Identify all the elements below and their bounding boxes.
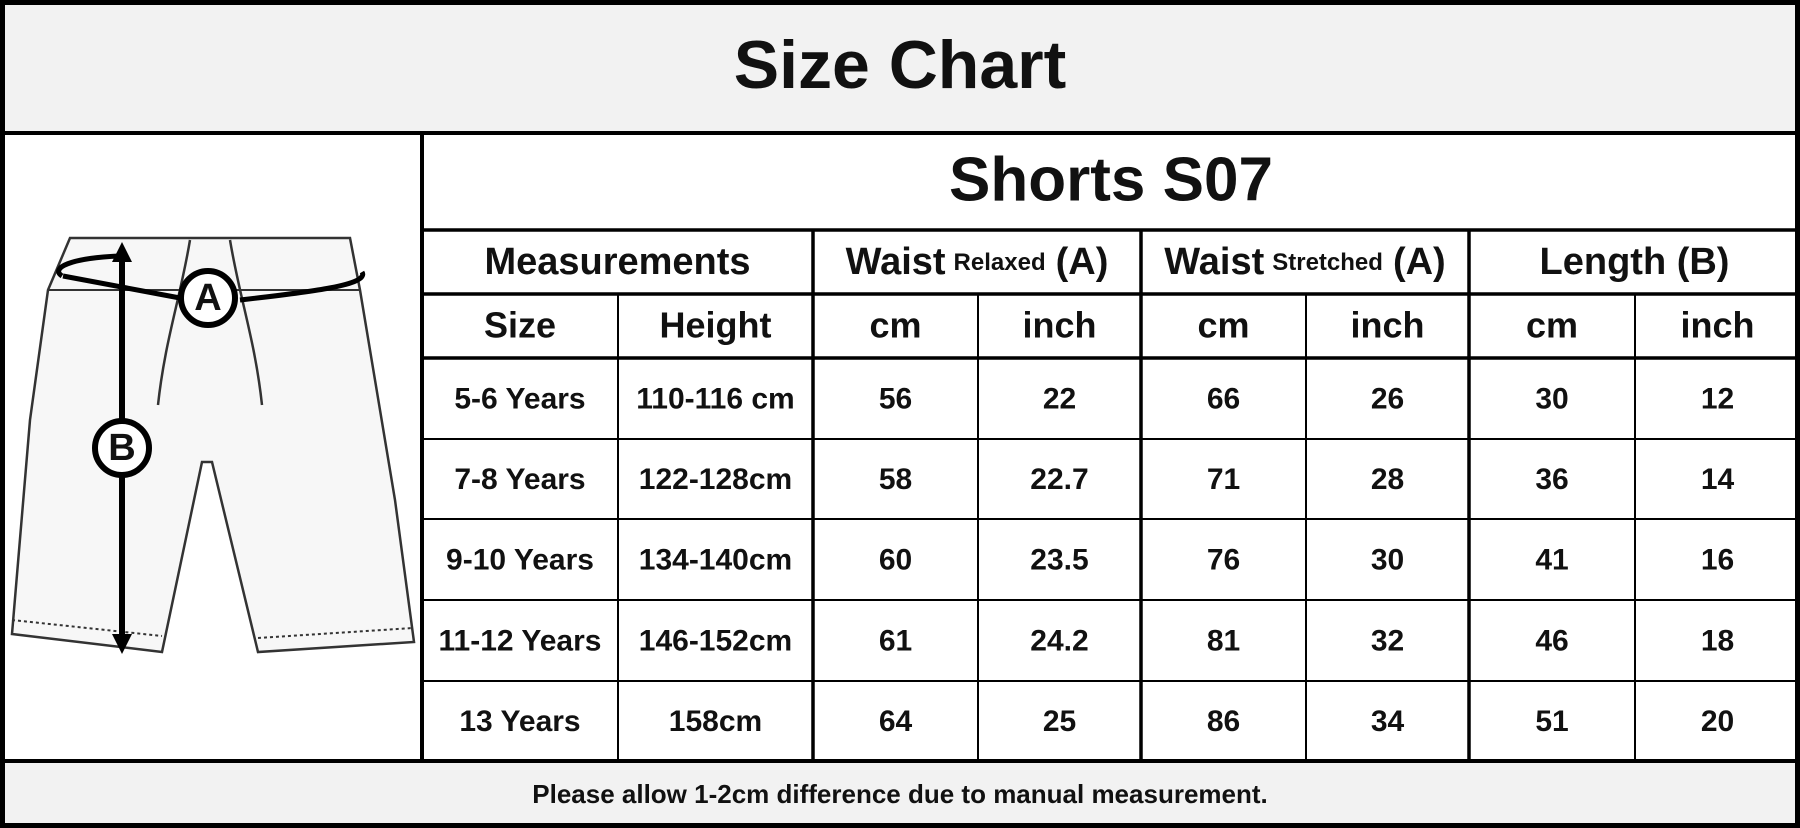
marker-a-label: A bbox=[194, 277, 221, 319]
cell: 36 bbox=[1535, 463, 1568, 496]
marker-a bbox=[178, 268, 238, 328]
cell: 41 bbox=[1535, 543, 1568, 576]
cell: 22 bbox=[1043, 382, 1076, 415]
title-band bbox=[0, 0, 1800, 133]
shorts-diagram bbox=[10, 236, 416, 654]
group-header-note: Relaxed bbox=[954, 249, 1046, 276]
column-header: Height bbox=[660, 305, 772, 346]
column-header: inch bbox=[1350, 305, 1424, 346]
cell: 61 bbox=[879, 624, 912, 657]
marker-b bbox=[92, 418, 152, 478]
cell: 22.7 bbox=[1030, 463, 1088, 496]
cell: 46 bbox=[1535, 624, 1568, 657]
cell: 30 bbox=[1535, 382, 1568, 415]
drawstring bbox=[156, 239, 264, 406]
cell: 71 bbox=[1207, 463, 1240, 496]
cell: 20 bbox=[1701, 705, 1734, 738]
group-header-main: Length (B) bbox=[1540, 241, 1730, 283]
group-header-main: Measurements bbox=[484, 241, 750, 283]
group-header: Waist Relaxed (A) bbox=[846, 241, 1109, 283]
group-header-main: Waist bbox=[846, 241, 946, 283]
cell: 134-140cm bbox=[639, 543, 792, 576]
cell: 34 bbox=[1371, 705, 1405, 738]
arrow-a-left bbox=[56, 253, 121, 279]
group-header: Length (B) bbox=[1540, 241, 1730, 283]
cell: 5-6 Years bbox=[454, 382, 585, 415]
cell: 146-152cm bbox=[639, 624, 792, 657]
cell: 13 Years bbox=[459, 705, 580, 738]
cell: 9-10 Years bbox=[446, 543, 594, 576]
group-header-note: Stretched bbox=[1272, 249, 1383, 276]
cell: 26 bbox=[1371, 382, 1404, 415]
cell: 122-128cm bbox=[639, 463, 792, 496]
cell: 56 bbox=[879, 382, 912, 415]
group-header-suffix: (A) bbox=[1393, 241, 1446, 283]
cell: 12 bbox=[1701, 382, 1734, 415]
cell: 64 bbox=[879, 705, 913, 738]
cell: 25 bbox=[1043, 705, 1076, 738]
column-header: cm bbox=[1197, 305, 1249, 346]
cell: 81 bbox=[1207, 624, 1240, 657]
cell: 11-12 Years bbox=[439, 624, 602, 657]
cell: 51 bbox=[1535, 705, 1568, 738]
marker-b-label: B bbox=[108, 427, 135, 469]
arrow-a-right bbox=[239, 270, 366, 303]
cell: 14 bbox=[1701, 463, 1735, 496]
column-header: cm bbox=[869, 305, 921, 346]
cell: 66 bbox=[1207, 382, 1240, 415]
cell: 158cm bbox=[669, 705, 762, 738]
cell: 23.5 bbox=[1030, 543, 1088, 576]
cell: 60 bbox=[879, 543, 912, 576]
group-header: Waist Stretched (A) bbox=[1164, 241, 1445, 283]
group-header-main: Waist bbox=[1164, 241, 1264, 283]
column-header: inch bbox=[1022, 305, 1096, 346]
cell: 30 bbox=[1371, 543, 1404, 576]
footer-note: Please allow 1-2cm difference due to man… bbox=[532, 779, 1268, 809]
column-header: cm bbox=[1526, 305, 1578, 346]
table-subtitle: Shorts S07 bbox=[949, 145, 1273, 214]
cell: 16 bbox=[1701, 543, 1734, 576]
cell: 18 bbox=[1701, 624, 1734, 657]
group-header: Measurements bbox=[484, 241, 750, 283]
cell: 110-116 cm bbox=[636, 382, 794, 415]
cell: 58 bbox=[879, 463, 912, 496]
title: Size Chart bbox=[734, 27, 1067, 103]
column-header: Size bbox=[484, 305, 556, 346]
cell: 24.2 bbox=[1030, 624, 1088, 657]
column-header: inch bbox=[1680, 305, 1754, 346]
cell: 86 bbox=[1207, 705, 1240, 738]
cell: 28 bbox=[1371, 463, 1404, 496]
cell: 76 bbox=[1207, 543, 1240, 576]
cell: 7-8 Years bbox=[454, 463, 585, 496]
cell: 32 bbox=[1371, 624, 1404, 657]
footer-band bbox=[0, 761, 1800, 828]
group-header-suffix: (A) bbox=[1056, 241, 1109, 283]
hem bbox=[11, 619, 414, 639]
